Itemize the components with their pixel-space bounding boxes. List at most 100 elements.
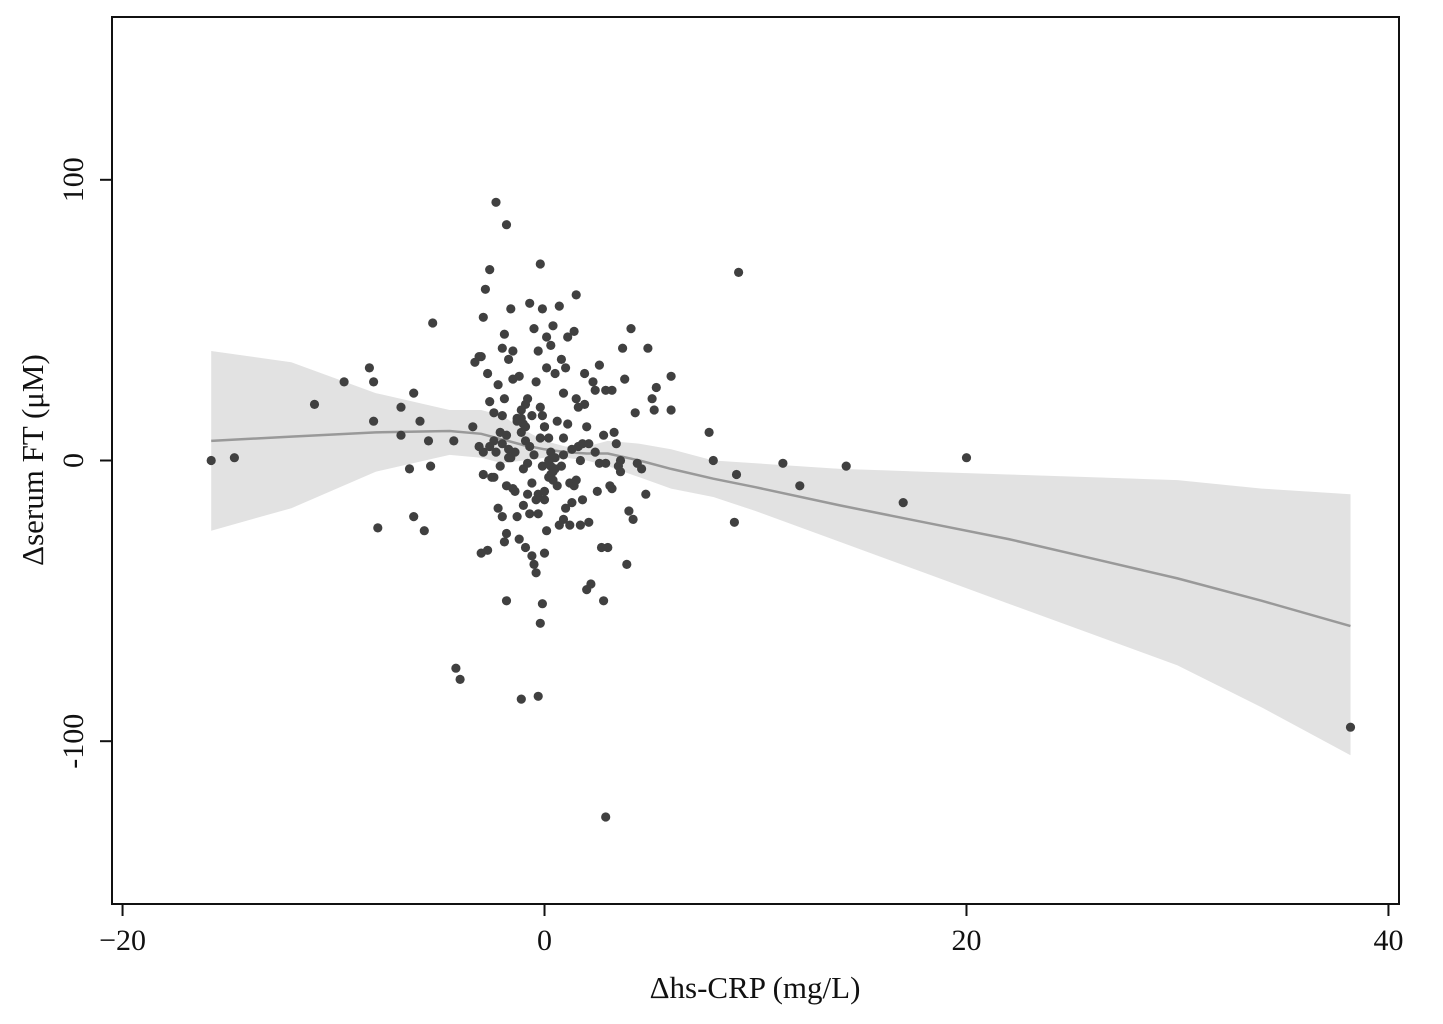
data-point	[539, 495, 550, 505]
data-point	[544, 433, 554, 443]
data-point	[535, 259, 545, 269]
data-point	[558, 433, 569, 443]
x-tick-label: 40	[1373, 924, 1403, 957]
data-point	[580, 368, 590, 379]
data-point	[514, 534, 524, 544]
data-point	[558, 450, 569, 460]
data-point	[729, 517, 740, 527]
data-point	[409, 511, 419, 522]
data-point	[478, 447, 488, 457]
data-point	[449, 436, 459, 446]
data-point	[571, 290, 581, 300]
x-axis-title: Δhs-CRP (mg/L)	[650, 970, 861, 1005]
data-point	[542, 363, 552, 373]
data-point	[504, 444, 514, 454]
data-point	[504, 354, 514, 364]
data-point	[778, 458, 788, 468]
y-axis: 100 0 -100	[57, 17, 113, 904]
data-point	[428, 318, 438, 328]
data-point	[415, 416, 425, 426]
data-point	[594, 458, 605, 468]
data-point	[795, 481, 805, 491]
data-point	[506, 304, 516, 314]
data-point	[599, 596, 609, 606]
data-point	[542, 332, 552, 342]
data-point	[596, 542, 607, 553]
data-point	[495, 461, 505, 471]
data-point	[404, 464, 415, 474]
data-point	[575, 455, 586, 466]
data-point	[565, 520, 575, 530]
x-tick-label: 0	[537, 924, 552, 957]
data-point	[499, 394, 509, 404]
data-point	[556, 354, 567, 364]
data-point	[364, 363, 374, 373]
x-axis: −20 0 20 40	[99, 903, 1403, 957]
data-point	[497, 439, 507, 449]
data-point	[485, 265, 495, 275]
data-point	[523, 458, 533, 468]
data-point	[620, 374, 630, 384]
data-point	[527, 551, 537, 561]
data-point	[229, 453, 239, 463]
fit-line-layer	[211, 429, 1351, 628]
data-point	[552, 416, 562, 426]
data-point	[483, 368, 493, 379]
data-point	[531, 495, 541, 505]
data-point	[508, 374, 518, 384]
data-point	[580, 399, 590, 409]
data-point	[590, 385, 600, 395]
data-point	[628, 514, 638, 525]
data-point	[613, 461, 624, 471]
data-point	[643, 343, 653, 353]
data-point	[563, 332, 573, 342]
data-point	[582, 422, 592, 432]
data-point	[533, 691, 543, 701]
data-point	[571, 394, 581, 404]
data-point	[582, 585, 592, 595]
data-point	[569, 326, 579, 336]
data-point	[493, 503, 503, 513]
data-point	[493, 380, 503, 390]
data-point	[525, 441, 535, 452]
data-point	[531, 377, 541, 387]
data-point	[516, 694, 526, 704]
data-point	[535, 618, 545, 628]
data-point	[520, 399, 531, 409]
data-point	[426, 461, 436, 471]
data-point	[478, 469, 488, 480]
confidence-band	[211, 351, 1351, 756]
data-point	[584, 517, 594, 527]
data-point	[609, 427, 619, 437]
data-point	[485, 397, 495, 407]
data-point	[535, 433, 545, 443]
data-point	[523, 489, 533, 499]
data-point	[478, 312, 488, 322]
data-point	[731, 469, 742, 480]
data-point	[601, 458, 611, 468]
data-point	[563, 419, 573, 429]
data-point	[451, 663, 461, 673]
data-point	[495, 427, 505, 437]
data-point	[584, 439, 594, 449]
data-point	[396, 402, 406, 412]
data-point	[339, 377, 349, 387]
data-point	[539, 422, 550, 432]
data-point	[607, 385, 617, 395]
data-point	[573, 441, 583, 452]
data-point	[206, 455, 216, 466]
data-point	[561, 363, 571, 373]
data-points-layer	[206, 197, 1356, 822]
data-point	[537, 461, 548, 471]
data-point	[529, 450, 539, 460]
y-tick-label: 100	[57, 157, 90, 202]
data-point	[622, 559, 632, 570]
data-point	[396, 430, 406, 440]
data-point	[601, 812, 611, 822]
data-point	[611, 439, 621, 449]
fit-line	[211, 429, 1351, 628]
data-point	[546, 340, 556, 350]
data-point	[489, 472, 499, 482]
data-point	[474, 352, 484, 362]
data-point	[527, 411, 537, 421]
